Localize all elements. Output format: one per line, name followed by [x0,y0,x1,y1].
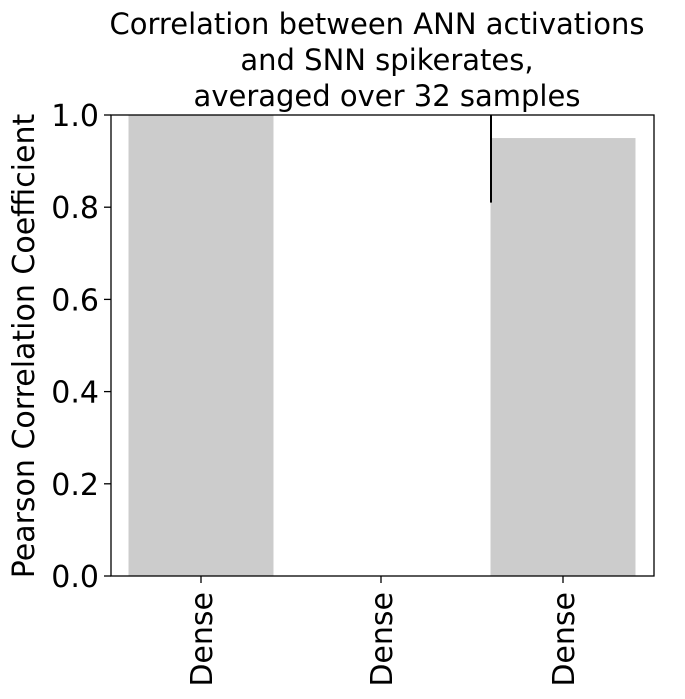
y-tick-label: 0.6 [51,283,99,318]
x-tick-label: Dense [185,592,220,687]
bars-group [128,115,636,577]
y-tick-label: 0.2 [51,468,99,503]
x-tick-label: Dense [365,592,400,687]
y-axis-ticks: 0.0 0.2 0.4 0.6 0.8 1.0 [51,99,111,595]
y-tick-label: 0.4 [51,376,99,411]
bar-3 [490,138,636,577]
title-line-3: averaged over 32 samples [194,79,581,113]
x-tick-label: Dense [547,592,582,687]
y-axis-label: Pearson Correlation Coefficient [7,114,42,579]
x-axis-ticks: Dense Dense Dense [185,576,582,687]
title-line-2: and SNN spikerates, [240,43,533,77]
chart-title: Correlation between ANN activations and … [110,7,645,113]
title-line-1: Correlation between ANN activations [110,7,645,41]
bar-1 [128,115,274,576]
plot-frame [110,114,655,577]
y-tick-label: 0.8 [51,191,99,226]
y-tick-label: 1.0 [51,99,99,134]
y-tick-label: 0.0 [51,560,99,595]
